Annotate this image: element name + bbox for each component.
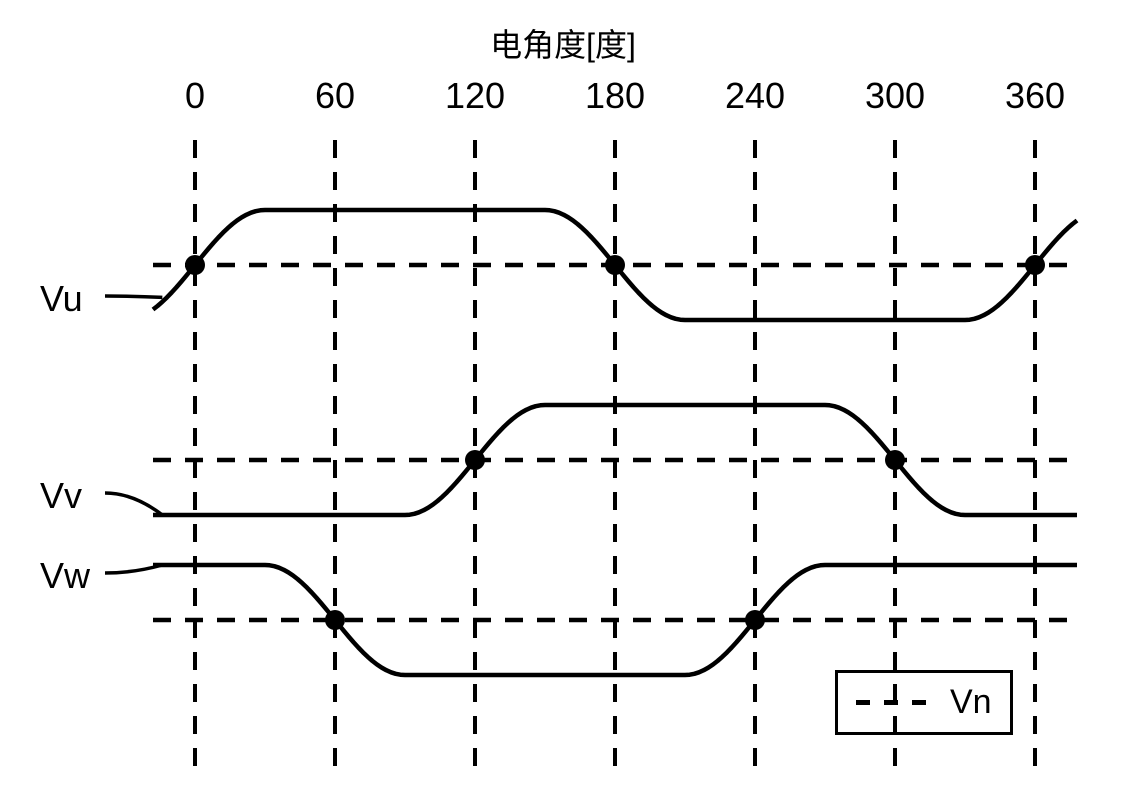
chart-container: 电角度[度] 060120180240300360 Vn VuVvVw (20, 20, 1106, 781)
label-callout (105, 493, 162, 515)
zero-cross-marker (885, 450, 905, 470)
plot-svg (20, 20, 1106, 781)
zero-cross-marker (745, 610, 765, 630)
label-callout (105, 296, 162, 297)
waveform-label: Vw (40, 555, 90, 597)
zero-cross-marker (325, 610, 345, 630)
legend: Vn (835, 670, 1013, 735)
zero-cross-marker (605, 255, 625, 275)
label-callout (105, 565, 162, 573)
zero-cross-marker (185, 255, 205, 275)
zero-cross-marker (1025, 255, 1045, 275)
zero-cross-marker (465, 450, 485, 470)
waveform-label: Vu (40, 278, 83, 320)
legend-text: Vn (950, 683, 992, 722)
legend-dash-icon (856, 700, 936, 705)
waveform-label: Vv (40, 475, 82, 517)
